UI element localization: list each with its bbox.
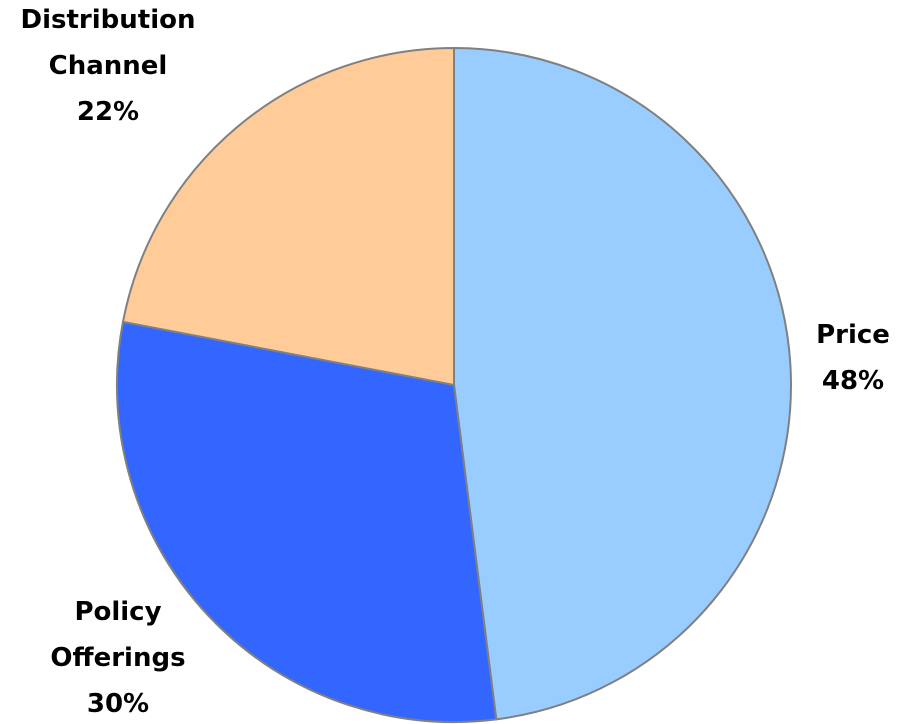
- slice-name-label: Policy: [74, 597, 161, 627]
- pie-slices: [116, 47, 792, 723]
- pie-slice-distribution-channel: [121, 47, 455, 386]
- slice-label-distribution-channel: Distribution Channel 22%: [21, 5, 196, 127]
- slice-label-policy-offerings: Policy Offerings 30%: [50, 597, 185, 719]
- slice-value-label: 30%: [87, 689, 149, 719]
- pie-labels: Price 48% Policy Offerings 30% Distribution Ch…: [21, 5, 890, 719]
- pie-slice-policy-offerings: [116, 320, 498, 723]
- slice-name-label: Channel: [49, 51, 168, 81]
- slice-value-label: 48%: [822, 366, 884, 396]
- slice-value-label: 22%: [77, 97, 139, 127]
- slice-name-label: Distribution: [21, 5, 196, 35]
- slice-name-label: Offerings: [50, 643, 185, 673]
- pie-slice-price: [453, 47, 792, 721]
- slice-label-price: Price 48%: [816, 320, 890, 396]
- slice-name-label: Price: [816, 320, 890, 350]
